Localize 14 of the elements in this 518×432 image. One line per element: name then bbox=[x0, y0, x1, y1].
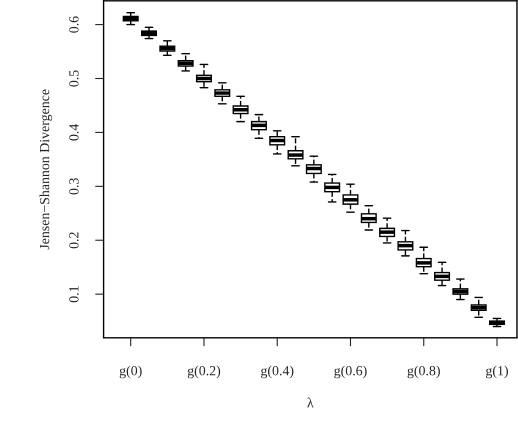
y-tick-label: 0.4 bbox=[69, 124, 79, 141]
y-tick-label: 0.5 bbox=[69, 70, 79, 87]
y-tick-label: 0.3 bbox=[69, 178, 79, 194]
x-tick-label: g(0.8) bbox=[408, 366, 440, 378]
y-axis-title: Jensen−Shannon Divergence bbox=[39, 89, 52, 250]
x-tick-label: g(0.4) bbox=[261, 366, 294, 378]
x-tick-label: g(1) bbox=[486, 366, 508, 378]
x-tick-label: g(0) bbox=[120, 366, 142, 378]
y-tick-label: 0.6 bbox=[69, 16, 79, 33]
y-tick-label: 0.2 bbox=[69, 232, 79, 248]
x-tick-label: g(0.2) bbox=[188, 366, 220, 378]
x-axis-title: λ bbox=[307, 398, 314, 408]
y-tick-label: 0.1 bbox=[69, 286, 79, 302]
x-tick-label: g(0.6) bbox=[334, 366, 367, 378]
